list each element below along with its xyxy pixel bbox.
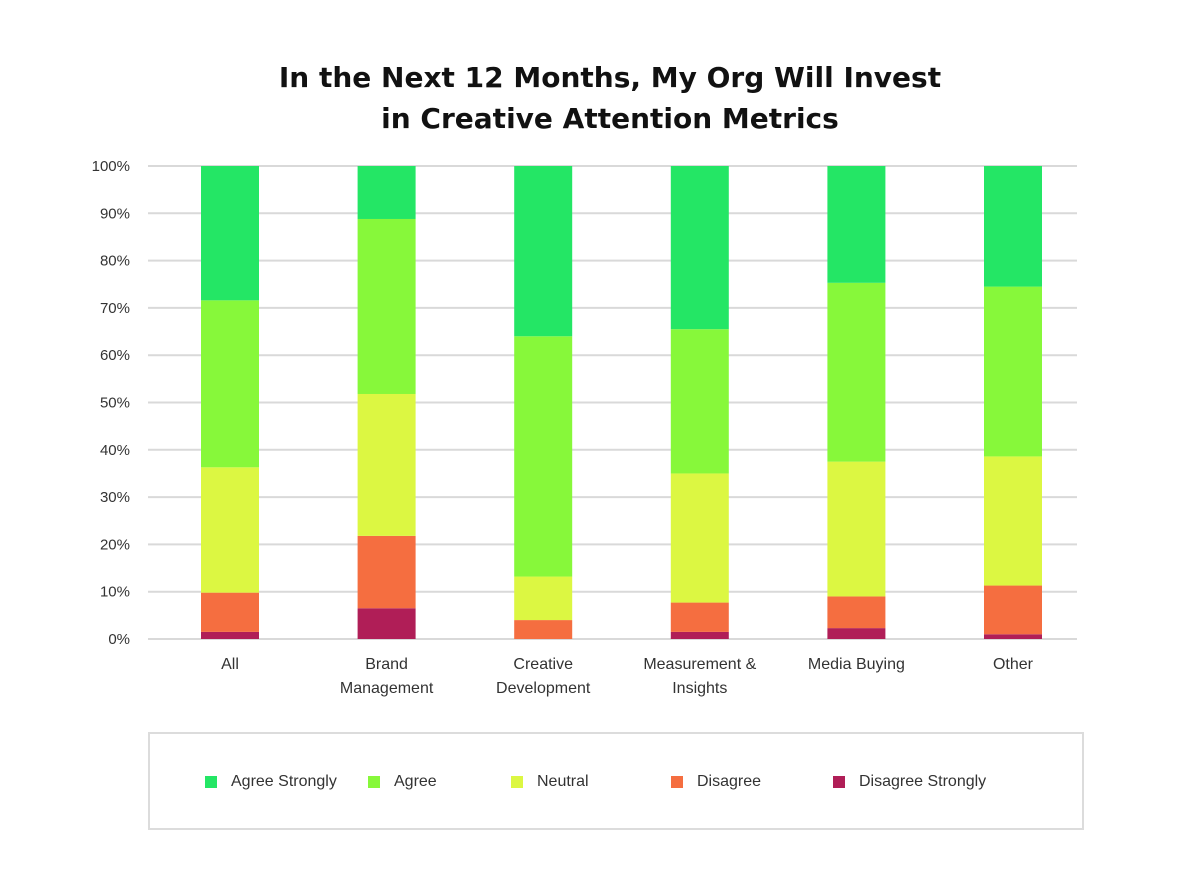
legend-label-agree-strongly: Agree Strongly xyxy=(231,773,337,790)
y-tick-label-30: 30% xyxy=(100,489,130,506)
bar-segment-measurement-insights-agree-strongly xyxy=(670,166,729,330)
chart-title-line-2: in Creative Attention Metrics xyxy=(381,102,839,135)
legend-item-disagree-strongly: Disagree Strongly xyxy=(833,773,986,791)
x-tick-label-creative-development-line-1: Creative xyxy=(513,656,573,673)
x-tick-label-brand-management-line-1: Brand xyxy=(365,656,408,673)
bar-segment-creative-development-agree-strongly xyxy=(514,166,573,337)
x-tick-label-media-buying: Media Buying xyxy=(808,656,905,673)
bar-segment-creative-development-neutral xyxy=(514,576,573,621)
x-tick-label-all: All xyxy=(221,656,239,673)
x-tick-label-brand-management-line-2: Management xyxy=(340,680,434,697)
bar-segment-media-buying-neutral xyxy=(827,461,886,597)
bar-segment-all-disagree-strongly xyxy=(201,631,259,639)
bar-segment-creative-development-disagree xyxy=(514,620,573,639)
legend-label-disagree: Disagree xyxy=(697,773,762,790)
y-tick-label-40: 40% xyxy=(100,442,130,459)
y-tick-label-50: 50% xyxy=(100,395,130,412)
bar-segment-other-disagree-strongly xyxy=(984,634,1042,639)
y-tick-label-90: 90% xyxy=(100,205,130,222)
y-tick-label-80: 80% xyxy=(100,253,130,270)
legend-swatch-disagree-strongly xyxy=(833,776,845,788)
chart-legend: Agree Strongly Agree Neutral Disagree Di… xyxy=(148,732,1084,830)
chart-title-line-1: In the Next 12 Months, My Org Will Inves… xyxy=(278,61,942,94)
bar-segment-creative-development-agree xyxy=(514,336,573,577)
x-tick-label-measurement-insights-line-1: Measurement & xyxy=(643,656,756,673)
bar-segment-brand-management-neutral xyxy=(357,393,416,536)
bar-segment-other-agree-strongly xyxy=(984,166,1042,287)
y-tick-label-20: 20% xyxy=(100,536,130,553)
legend-swatch-agree-strongly xyxy=(205,776,217,788)
y-tick-label-70: 70% xyxy=(100,300,130,317)
bar-segment-all-neutral xyxy=(201,467,259,593)
legend-label-disagree-strongly: Disagree Strongly xyxy=(859,773,987,790)
bar-segment-measurement-insights-disagree-strongly xyxy=(670,631,729,639)
x-tick-label-measurement-insights-line-2: Insights xyxy=(672,680,727,697)
bar-segment-all-agree-strongly xyxy=(201,166,259,301)
chart-title: In the Next 12 Months, My Org Will Inves… xyxy=(0,57,1200,139)
x-tick-label-other: Other xyxy=(993,656,1034,673)
bar-segment-other-neutral xyxy=(984,456,1042,586)
legend-item-disagree: Disagree xyxy=(671,773,761,791)
legend-item-agree: Agree xyxy=(368,773,437,791)
legend-label-agree: Agree xyxy=(394,773,437,790)
stacked-bar-chart: 0% 10% 20% 30% 40% 50% 60% 70% 80% 90% 100% All Bran… xyxy=(92,158,1077,697)
x-tick-label-creative-development-line-2: Development xyxy=(496,680,591,697)
bar-segment-other-disagree xyxy=(984,585,1042,635)
bar-segment-all-agree xyxy=(201,300,259,468)
bar-segment-brand-management-agree-strongly xyxy=(357,166,416,219)
bar-segment-media-buying-agree xyxy=(827,282,886,462)
bar-segment-brand-management-disagree-strongly xyxy=(357,608,416,639)
legend-item-agree-strongly: Agree Strongly xyxy=(205,773,337,791)
bar-segment-brand-management-agree xyxy=(357,218,416,394)
legend-swatch-neutral xyxy=(511,776,523,788)
y-tick-label-100: 100% xyxy=(92,158,130,175)
y-tick-label-10: 10% xyxy=(100,584,130,601)
bar-segment-media-buying-disagree-strongly xyxy=(827,628,886,639)
bar-segment-other-agree xyxy=(984,286,1042,457)
bar-segment-media-buying-disagree xyxy=(827,596,886,629)
bar-segment-measurement-insights-neutral xyxy=(670,473,729,603)
y-tick-label-0: 0% xyxy=(108,631,130,648)
legend-swatch-disagree xyxy=(671,776,683,788)
legend-label-neutral: Neutral xyxy=(537,773,589,790)
y-tick-label-60: 60% xyxy=(100,347,130,364)
legend-swatch-agree xyxy=(368,776,380,788)
bar-segment-measurement-insights-disagree xyxy=(670,602,729,632)
bar-segment-brand-management-disagree xyxy=(357,535,416,609)
bar-segment-media-buying-agree-strongly xyxy=(827,166,886,283)
bar-segment-all-disagree xyxy=(201,592,259,632)
legend-item-neutral: Neutral xyxy=(511,773,589,791)
bar-segment-measurement-insights-agree xyxy=(670,329,729,474)
